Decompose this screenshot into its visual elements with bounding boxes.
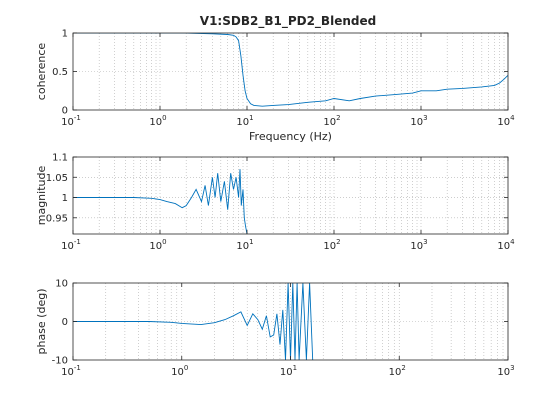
figure-title: V1:SDB2_B1_PD2_Blended xyxy=(200,14,376,29)
magnitude-x-tick-label: 10-1 xyxy=(61,238,81,252)
phase-x-tick-label: 101 xyxy=(280,364,297,378)
coherence-x-tick-label: 102 xyxy=(323,114,340,128)
coherence-y-tick-label: 1 xyxy=(62,29,68,40)
magnitude-series-line xyxy=(73,169,248,234)
coherence-x-tick-label: 101 xyxy=(236,114,253,128)
magnitude-y-tick-label: 1.05 xyxy=(46,173,68,184)
magnitude-y-tick-label: 1.1 xyxy=(52,153,68,164)
magnitude-x-tick-label: 102 xyxy=(323,238,340,252)
phase-y-tick-label: 10 xyxy=(55,279,68,290)
phase-y-axis-label: phase (deg) xyxy=(35,288,48,354)
magnitude-y-axis-label: magnitude xyxy=(35,166,48,226)
coherence-x-tick-label: 104 xyxy=(497,114,515,128)
coherence-series-line xyxy=(73,33,508,107)
magnitude-plot-area xyxy=(73,157,508,234)
coherence-x-tick-label: 100 xyxy=(149,114,166,128)
magnitude-y-tick-label: 0.95 xyxy=(46,213,68,224)
magnitude-x-tick-label: 100 xyxy=(149,238,166,252)
coherence-plot: 10-1 100 101 102 103 10400.51coherenceFrequen… xyxy=(35,29,515,144)
coherence-x-tick-label: 103 xyxy=(410,114,427,128)
phase-y-tick-label: -10 xyxy=(52,356,68,367)
magnitude-axes-box xyxy=(72,156,509,235)
coherence-y-tick-label: 0.5 xyxy=(52,67,68,78)
coherence-y-tick-label: 0 xyxy=(62,106,68,117)
phase-y-tick-label: 0 xyxy=(62,317,68,328)
phase-series-line xyxy=(73,283,314,360)
coherence-x-axis-label: Frequency (Hz) xyxy=(249,130,332,143)
magnitude-y-tick-label: 1 xyxy=(62,193,68,204)
phase-x-tick-label: 102 xyxy=(389,364,406,378)
coherence-y-axis-label: coherence xyxy=(35,43,48,101)
magnitude-x-tick-label: 104 xyxy=(497,238,515,252)
phase-x-tick-label: 103 xyxy=(497,364,514,378)
magnitude-x-tick-label: 101 xyxy=(236,238,253,252)
magnitude-x-tick-label: 103 xyxy=(410,238,427,252)
phase-x-tick-label: 100 xyxy=(171,364,188,378)
magnitude-plot: 10-1 100 101 102 103 104 0.95 1 1.05 1.1 magnitude xyxy=(35,153,515,253)
